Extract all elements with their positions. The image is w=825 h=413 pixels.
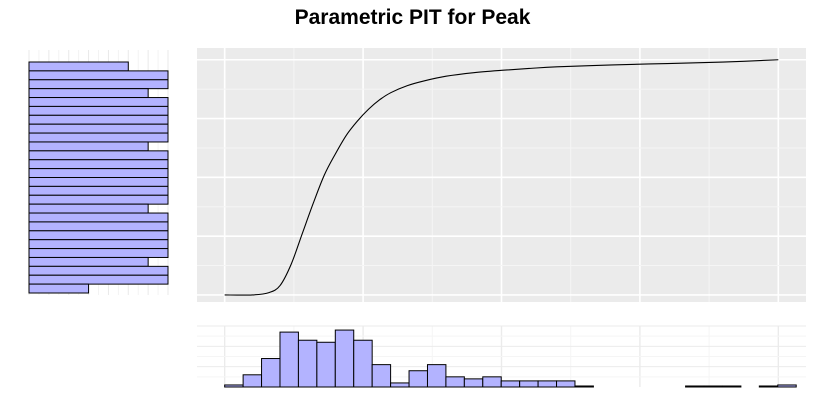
hist-bar [703, 385, 723, 388]
left-hist-bar [28, 168, 169, 179]
left-hist-bar [28, 283, 90, 294]
hist-bar [500, 380, 521, 388]
left-hist-bar [28, 132, 169, 143]
left-hist-bar [28, 141, 149, 152]
left-hist-bar [28, 150, 169, 161]
left-hist-bar [28, 123, 169, 134]
hist-bar [685, 385, 705, 388]
hist-bar [242, 374, 263, 388]
left-hist-bar [28, 105, 169, 116]
hist-bar [758, 385, 779, 388]
left-hist-bar [28, 177, 169, 187]
left-hist-bar [28, 239, 169, 250]
hist-bar [371, 364, 392, 388]
hist-bar [390, 382, 410, 388]
hist-bar [445, 376, 465, 388]
hist-bar [426, 364, 447, 388]
left-hist-bar [28, 230, 169, 241]
hist-bar [408, 370, 428, 388]
hist-bar [261, 358, 281, 388]
hist-bar [482, 376, 502, 388]
left-hist-bar [28, 159, 169, 170]
hist-bar [574, 385, 594, 388]
left-hist-bar [28, 185, 169, 196]
hist-bar [353, 339, 373, 388]
main-panel [197, 48, 806, 302]
left-hist-bar [28, 88, 149, 99]
left-hist-bar [28, 212, 169, 223]
hist-bar [556, 380, 576, 388]
hist-bar [777, 384, 797, 388]
pit-curve [224, 59, 779, 296]
hist-bar [279, 331, 299, 388]
left-hist-bar [28, 256, 149, 267]
left-hist-bar [28, 274, 169, 285]
hist-bar [537, 380, 558, 388]
bottom-marginal-histogram [197, 325, 806, 388]
left-hist-bar [28, 79, 169, 90]
hist-bar [316, 341, 336, 388]
hist-bar [334, 329, 355, 388]
hist-bar [297, 339, 318, 388]
left-hist-bar [28, 194, 169, 205]
left-hist-bar [28, 203, 149, 214]
left-hist-bar [28, 248, 169, 258]
left-hist-bar [28, 221, 169, 232]
hist-bar [463, 378, 484, 388]
left-marginal-histogram [28, 50, 169, 295]
hist-bar [721, 385, 742, 388]
left-hist-bar [28, 114, 169, 125]
left-hist-bar [28, 61, 129, 72]
left-hist-bar [28, 97, 169, 107]
left-hist-bar [28, 265, 169, 276]
left-hist-bar [28, 70, 169, 81]
hist-bar [519, 380, 539, 388]
chart-title: Parametric PIT for Peak [294, 6, 531, 29]
hist-bar [224, 384, 244, 388]
